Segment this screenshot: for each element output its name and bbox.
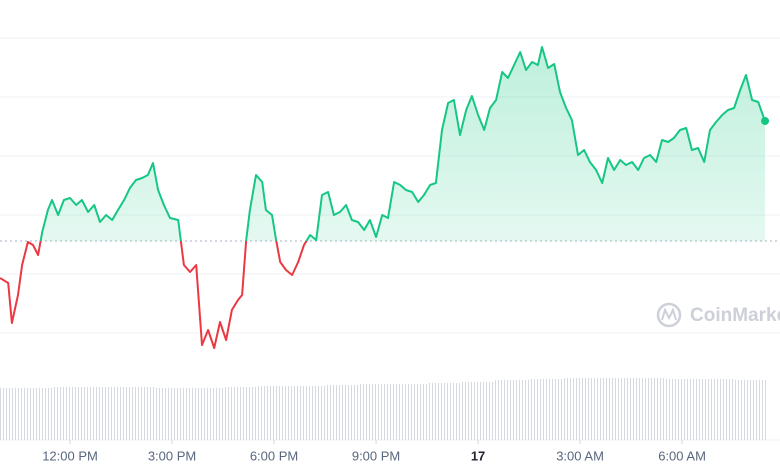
x-tick-label: 9:00 PM (352, 448, 400, 463)
volume-bar (155, 388, 190, 440)
x-tick-label: 6:00 AM (658, 448, 706, 463)
line-up (27, 46, 766, 241)
x-tick-label: 12:00 PM (42, 448, 98, 463)
volume-bar (291, 386, 326, 440)
volume-bar (53, 387, 88, 440)
volume-bar (733, 380, 768, 440)
volume-bar (529, 379, 564, 440)
volume-bar (393, 384, 428, 440)
last-point (761, 117, 770, 125)
volume-bar (631, 378, 666, 440)
plot: 12:00 PM 3:00 PM 6:00 PM 9:00 PM 17 3:00 AM 6:… (0, 46, 780, 463)
volume-bar (665, 379, 700, 440)
volume-bar (223, 387, 258, 440)
area-up (0, 47, 765, 241)
volume-bar (325, 385, 360, 440)
x-tick-label: 3:00 PM (148, 448, 196, 463)
volume-bar (359, 384, 394, 440)
watermark-text: CoinMarke (690, 305, 780, 326)
x-tick-label: 6:00 PM (250, 448, 298, 463)
volume-bar (189, 388, 224, 440)
volume-bar (699, 379, 734, 440)
volume-bar (0, 388, 20, 440)
volume-bar (121, 387, 156, 440)
volume-bar (19, 388, 54, 440)
volume-bar (257, 386, 292, 440)
volume-bar (563, 378, 598, 440)
volume-bar (495, 380, 530, 440)
x-tick-label: 17 (471, 448, 485, 463)
volume-bar (87, 387, 122, 440)
volume-bar (597, 378, 632, 440)
volume (0, 378, 768, 440)
watermark: CoinMarke (656, 302, 780, 328)
volume-bar (461, 382, 496, 440)
volume-bar (427, 383, 462, 440)
x-tick-label: 3:00 AM (556, 448, 604, 463)
